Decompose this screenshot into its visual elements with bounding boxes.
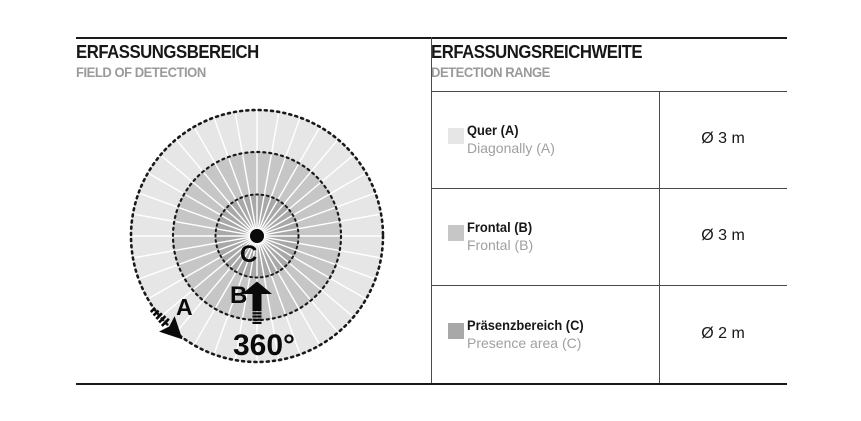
svg-text:C: C [240, 241, 257, 268]
svg-text:A: A [176, 294, 193, 320]
svg-text:B: B [230, 282, 247, 309]
svg-text:360°: 360° [233, 329, 295, 362]
